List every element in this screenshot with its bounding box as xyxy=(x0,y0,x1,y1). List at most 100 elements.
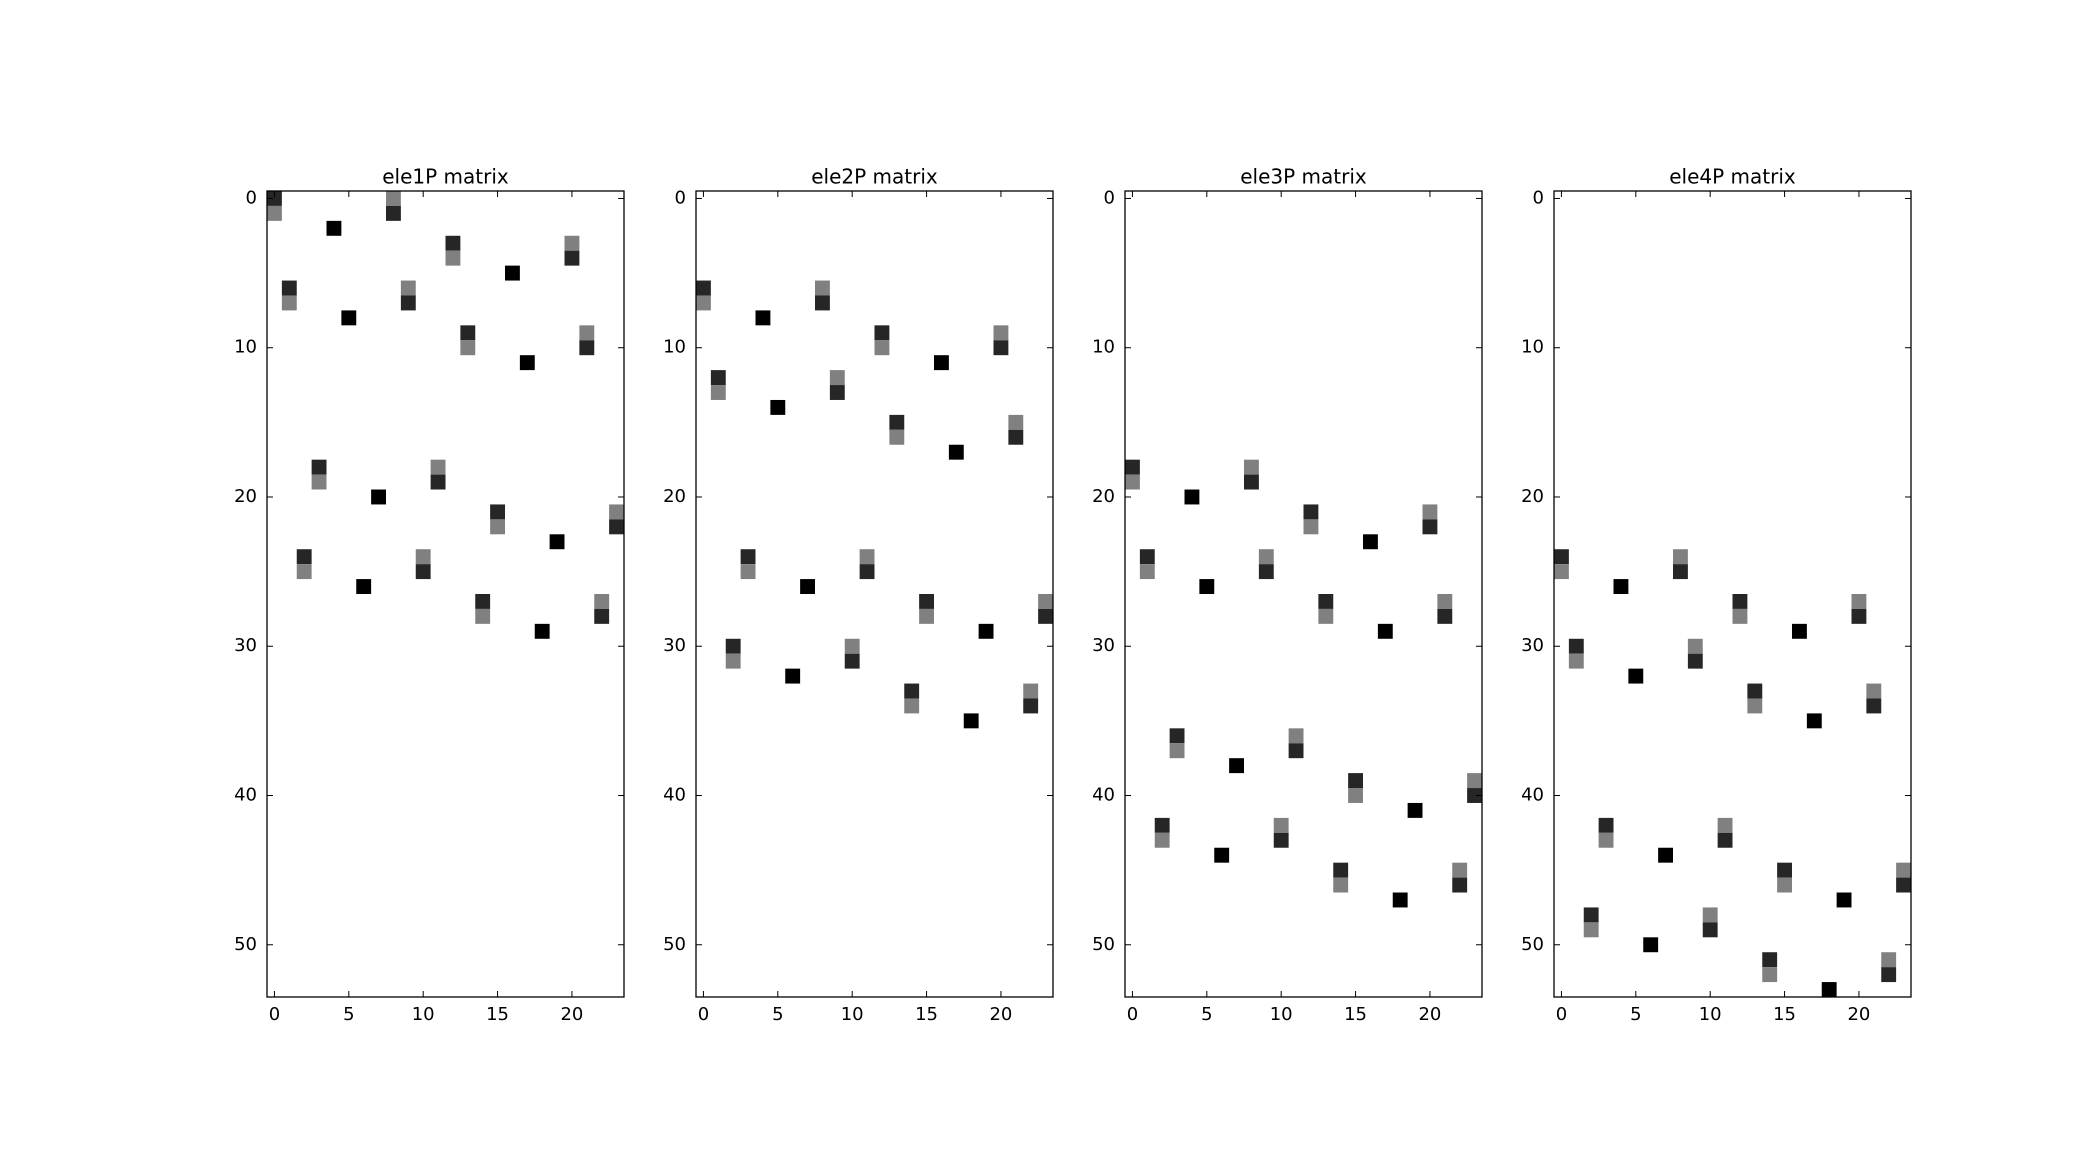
cell xyxy=(296,549,312,565)
cell xyxy=(1214,847,1230,863)
x-tick-label: 15 xyxy=(1344,1004,1367,1025)
cell xyxy=(1777,862,1792,878)
x-tick-label: 20 xyxy=(1418,1004,1441,1025)
cell xyxy=(1866,698,1882,714)
cell xyxy=(1836,892,1852,908)
cell xyxy=(1687,653,1703,669)
cell xyxy=(356,579,372,594)
cell xyxy=(400,280,416,296)
cell xyxy=(1687,638,1703,654)
cell xyxy=(963,713,979,729)
cell xyxy=(1598,817,1614,833)
cell xyxy=(1628,668,1644,684)
cell xyxy=(1452,862,1468,878)
chart-title: ele3P matrix xyxy=(1240,165,1367,189)
cell xyxy=(519,355,535,371)
cell xyxy=(993,325,1009,341)
cell xyxy=(1303,519,1319,535)
y-tick-label: 50 xyxy=(234,934,257,955)
cell xyxy=(1023,698,1039,714)
cell xyxy=(785,668,801,684)
cell xyxy=(1139,564,1155,580)
cell xyxy=(844,638,860,654)
cell xyxy=(1377,623,1393,639)
cell xyxy=(594,608,610,624)
cell xyxy=(696,295,711,311)
cell xyxy=(311,459,327,475)
cell xyxy=(1303,504,1319,520)
cell xyxy=(445,250,461,266)
y-tick-label: 40 xyxy=(1092,785,1115,806)
cell xyxy=(755,310,771,326)
cell xyxy=(1866,683,1882,699)
cell xyxy=(1288,728,1304,744)
cell xyxy=(1717,832,1733,848)
cell xyxy=(281,280,297,296)
cell xyxy=(386,205,401,221)
cell xyxy=(579,340,595,356)
y-tick-label: 40 xyxy=(234,785,257,806)
cell xyxy=(1348,773,1363,789)
cell xyxy=(1881,967,1897,983)
x-tick-label: 10 xyxy=(1699,1004,1722,1025)
cell xyxy=(1583,907,1599,923)
cell xyxy=(844,653,860,669)
cell xyxy=(874,325,890,341)
x-tick-label: 15 xyxy=(915,1004,938,1025)
y-tick-label: 40 xyxy=(1521,785,1544,806)
x-tick-label: 10 xyxy=(1270,1004,1293,1025)
cell xyxy=(710,370,726,386)
y-tick-label: 20 xyxy=(1092,486,1115,507)
y-tick-label: 50 xyxy=(663,934,686,955)
cell xyxy=(815,280,830,296)
cell xyxy=(829,370,845,386)
cell xyxy=(267,205,282,221)
cell xyxy=(311,474,327,490)
cell xyxy=(579,325,595,341)
cell xyxy=(1658,847,1673,863)
x-tick-label: 20 xyxy=(989,1004,1012,1025)
cell xyxy=(1244,459,1259,475)
cell xyxy=(1467,788,1482,803)
cell xyxy=(326,220,342,236)
x-tick-label: 15 xyxy=(1773,1004,1796,1025)
cell xyxy=(1318,608,1334,624)
cell xyxy=(934,355,949,371)
y-tick-label: 20 xyxy=(663,486,686,507)
y-tick-label: 30 xyxy=(1521,635,1544,656)
cell xyxy=(1288,743,1304,759)
cell xyxy=(740,549,756,565)
y-tick-label: 10 xyxy=(1092,337,1115,358)
cell xyxy=(1258,549,1274,565)
cell xyxy=(1407,802,1423,818)
x-tick-label: 5 xyxy=(343,1004,354,1025)
cell xyxy=(1008,429,1024,445)
cell xyxy=(445,235,461,251)
cell xyxy=(859,549,875,565)
cell xyxy=(267,191,282,206)
cell xyxy=(800,579,815,594)
cell xyxy=(710,385,726,400)
cell xyxy=(341,310,357,326)
cell xyxy=(1348,788,1363,803)
cell xyxy=(490,519,505,535)
cell xyxy=(919,608,934,624)
axes-frame xyxy=(266,190,625,998)
cell xyxy=(609,519,624,535)
cell xyxy=(1169,728,1185,744)
cell xyxy=(889,429,905,445)
y-tick-label: 20 xyxy=(1521,486,1544,507)
x-tick-label: 5 xyxy=(1201,1004,1212,1025)
cell xyxy=(993,340,1009,356)
cell xyxy=(549,534,565,550)
cell xyxy=(1422,519,1438,535)
chart-title: ele4P matrix xyxy=(1669,165,1796,189)
cell xyxy=(1851,608,1867,624)
cell xyxy=(859,564,875,580)
cell xyxy=(1229,758,1244,774)
cell xyxy=(1881,952,1897,968)
cell xyxy=(1747,683,1763,699)
cell xyxy=(1154,817,1170,833)
cell xyxy=(1673,564,1688,580)
plot-area xyxy=(696,191,1053,997)
